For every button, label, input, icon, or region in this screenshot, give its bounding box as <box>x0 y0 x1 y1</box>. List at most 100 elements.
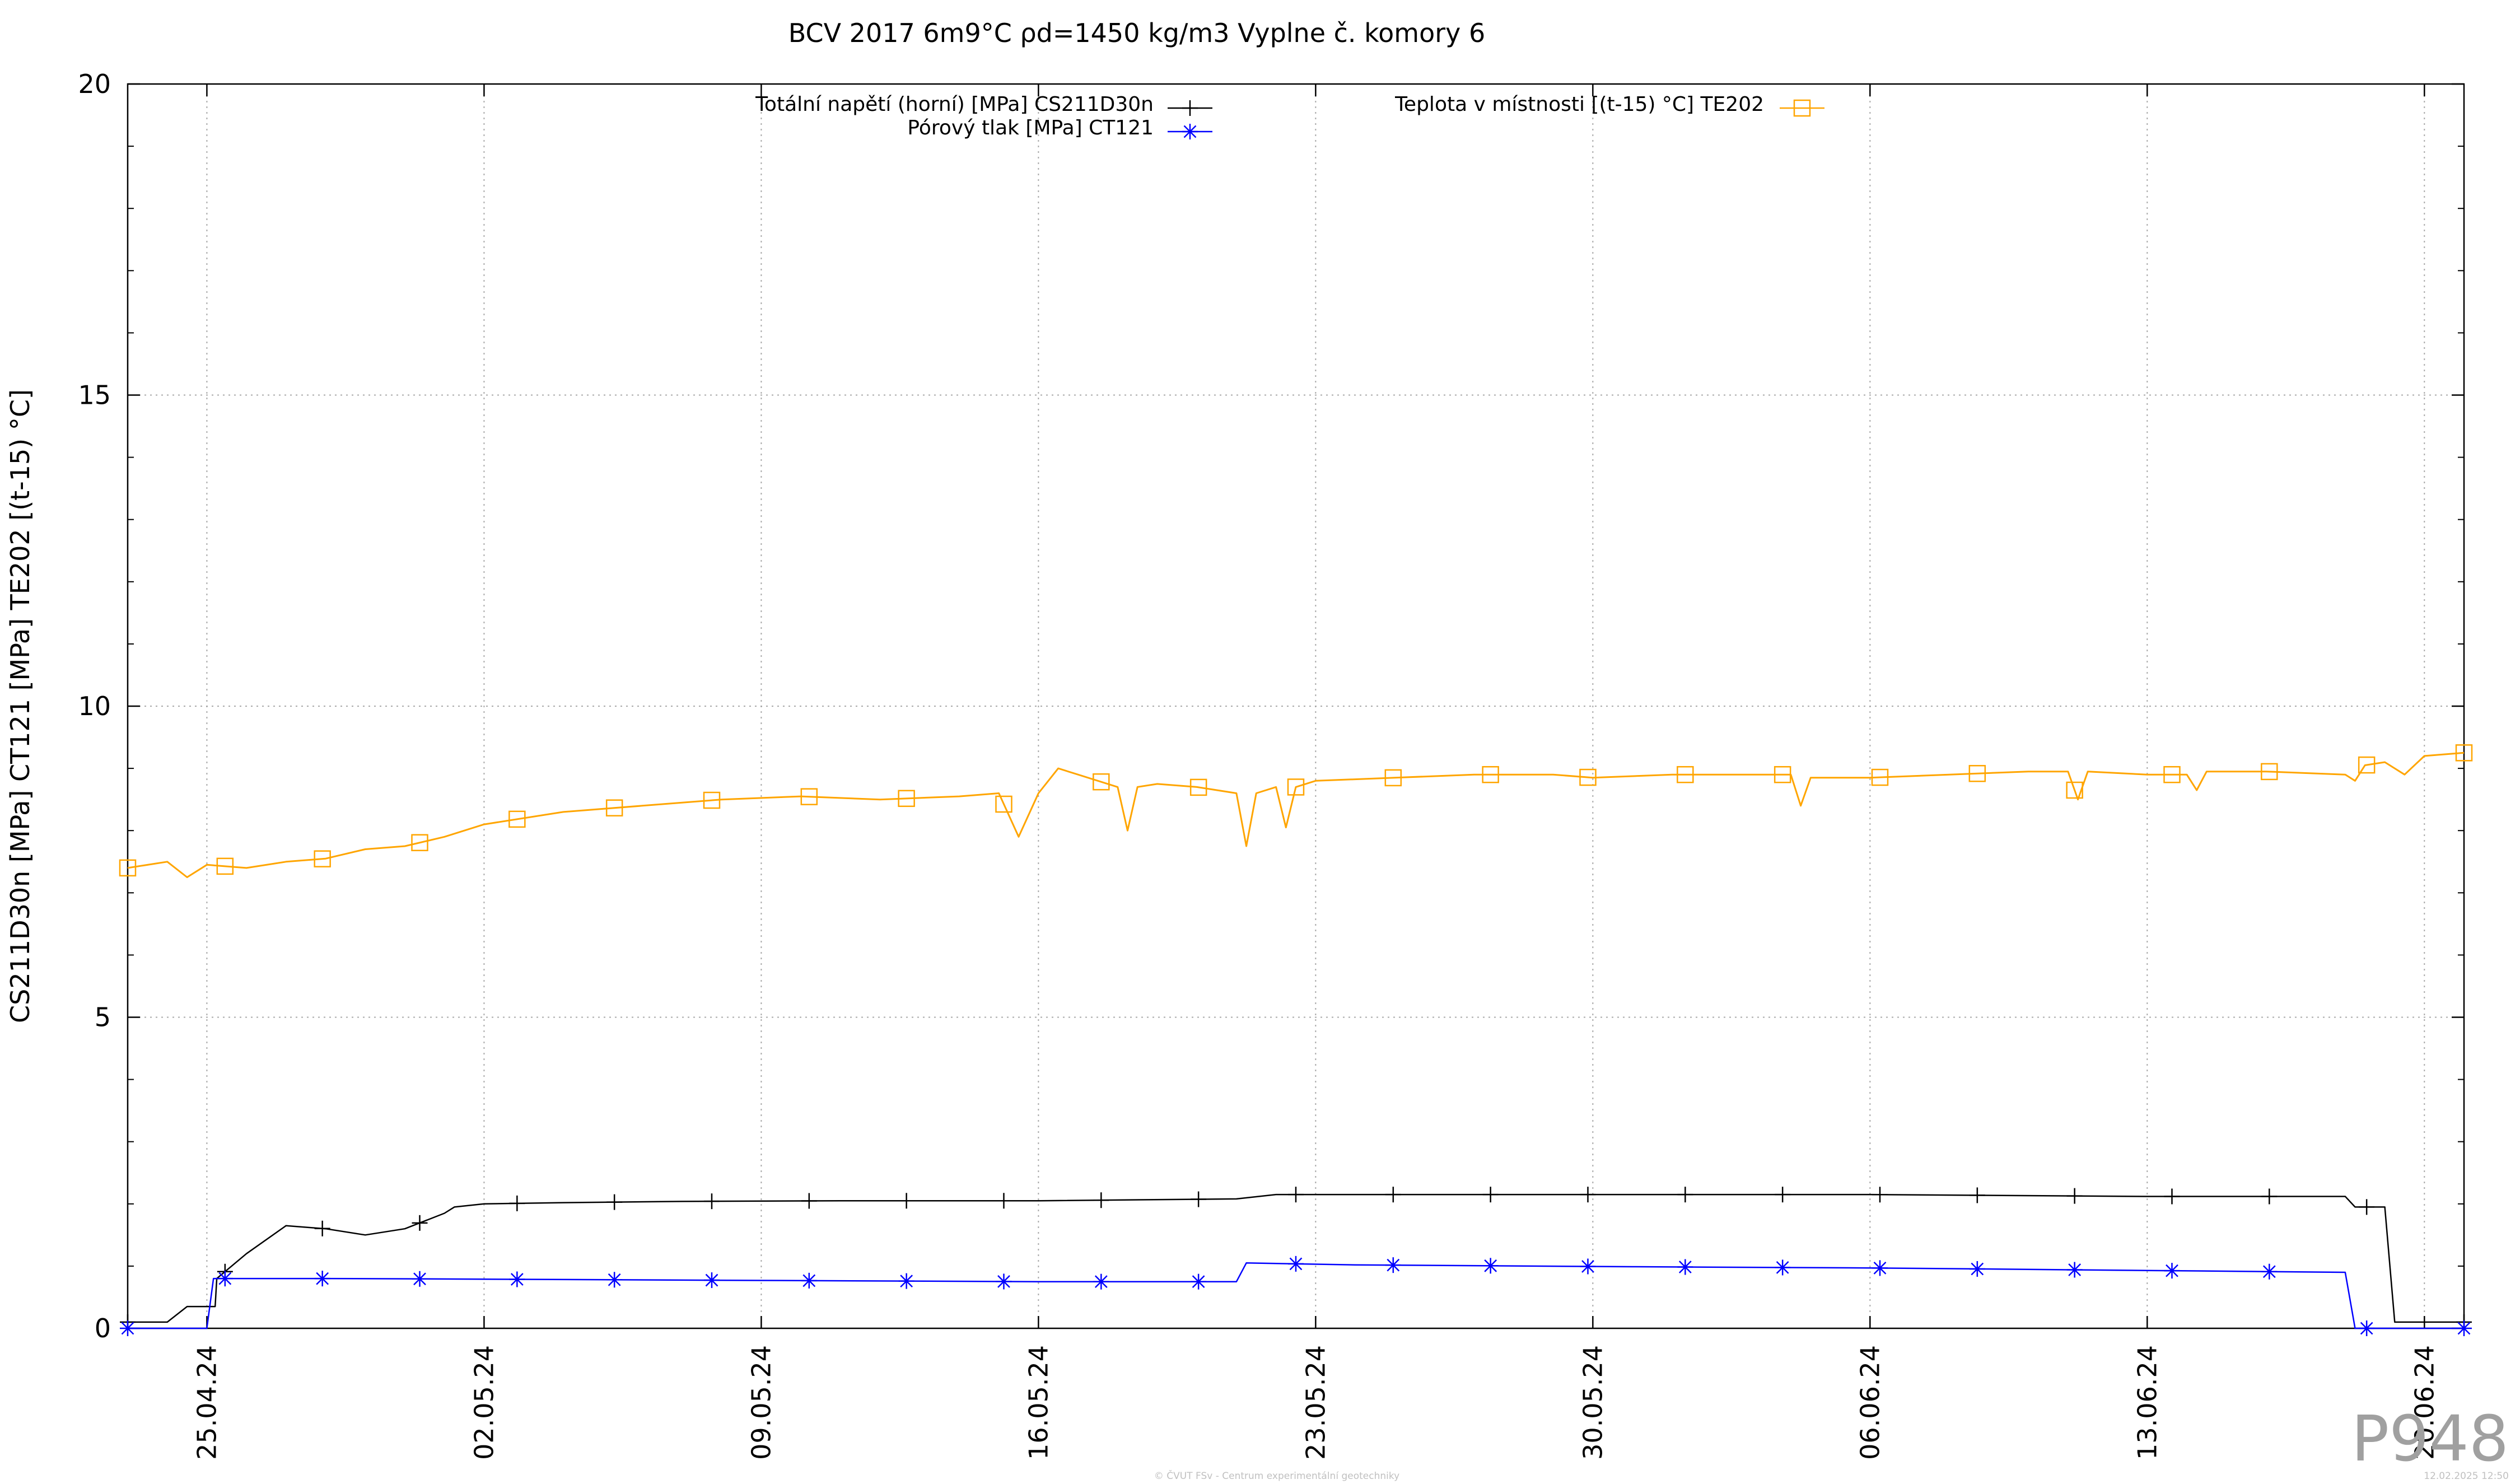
x-tick-label: 16.05.24 <box>1023 1345 1053 1460</box>
series-marker-2 <box>1384 769 1402 787</box>
series-line-2 <box>127 752 2465 878</box>
series-marker-0 <box>2164 1188 2180 1205</box>
series-marker-2 <box>2455 744 2473 762</box>
series-marker-2 <box>2358 756 2376 774</box>
series-marker-2 <box>119 859 137 877</box>
series-marker-2 <box>1871 768 1889 786</box>
series-marker-0 <box>412 1215 428 1231</box>
series-marker-1 <box>2164 1263 2180 1279</box>
series-marker-1 <box>2066 1262 2083 1278</box>
footer-timestamp: 12.02.2025 12:50 <box>2424 1471 2509 1482</box>
series-marker-1 <box>1093 1273 1109 1290</box>
series-marker-0 <box>1775 1187 1791 1203</box>
series-marker-0 <box>1969 1187 1985 1203</box>
series-marker-1 <box>2456 1320 2472 1336</box>
series-marker-0 <box>1288 1187 1304 1203</box>
series-marker-1 <box>1580 1258 1596 1275</box>
series-marker-2 <box>2261 763 2278 781</box>
series-marker-2 <box>995 795 1012 813</box>
series-marker-0 <box>314 1220 330 1236</box>
x-tick-label: 20.06.24 <box>2409 1345 2439 1460</box>
series-marker-1 <box>217 1271 233 1287</box>
series-marker-2 <box>800 788 818 805</box>
series-line-0 <box>128 1193 2464 1323</box>
series-marker-0 <box>1093 1192 1109 1208</box>
footer-credit: © ČVUT FSv - Centrum experimentální geot… <box>1154 1469 1399 1482</box>
series-marker-1 <box>1775 1259 1791 1276</box>
series-lines <box>127 752 2465 1329</box>
series-marker-1 <box>801 1272 817 1289</box>
series-marker-1 <box>898 1273 914 1289</box>
series-marker-2 <box>314 850 331 867</box>
x-tick-label: 25.04.24 <box>192 1345 222 1460</box>
legend-label-0: Totální napětí (horní) [MPa] CS211D30n <box>755 93 1154 116</box>
series-marker-2 <box>216 857 234 875</box>
x-tick-label: 09.05.24 <box>746 1345 776 1460</box>
series-marker-0 <box>801 1193 817 1209</box>
series-marker-0 <box>1191 1191 1207 1207</box>
series-marker-0 <box>1482 1187 1499 1203</box>
series-marker-1 <box>1191 1273 1207 1290</box>
series-marker-2 <box>411 834 428 851</box>
series-marker-1 <box>509 1271 525 1287</box>
series-marker-0 <box>1385 1187 1401 1203</box>
series-marker-0 <box>1872 1187 1888 1203</box>
series-marker-1 <box>996 1273 1012 1290</box>
x-tick-label: 30.05.24 <box>1578 1345 1608 1460</box>
series-marker-2 <box>1968 764 1986 782</box>
series-marker-1 <box>606 1272 623 1288</box>
series-marker-2 <box>1677 766 1694 783</box>
x-tick-label: 06.06.24 <box>1855 1345 1885 1460</box>
x-tick-label: 02.05.24 <box>469 1345 499 1460</box>
legend-label-2: Teplota v místnosti [(t-15) °C] TE202 <box>1394 93 1764 116</box>
x-tick-label: 23.05.24 <box>1300 1345 1331 1460</box>
chart-title: BCV 2017 6m9°C ρd=1450 kg/m3 Vyplne č. k… <box>788 18 1486 48</box>
y-tick-label: 5 <box>95 1002 111 1033</box>
x-tick-label: 13.06.24 <box>2132 1345 2162 1460</box>
series-marker-2 <box>2163 766 2181 783</box>
series-marker-2 <box>1579 768 1597 786</box>
series-marker-0 <box>898 1193 914 1209</box>
series-marker-0 <box>509 1195 525 1211</box>
series-markers <box>119 99 2473 1336</box>
x-tick-labels: 25.04.24 02.05.24 09.05.24 16.05.24 23.05.24… <box>192 1345 2439 1460</box>
legend: Totální napětí (horní) [MPa] CS211D30nPó… <box>755 93 1824 139</box>
series-marker-0 <box>1677 1187 1693 1203</box>
series-marker-2 <box>1189 778 1207 796</box>
watermark: P948 <box>2351 1403 2509 1476</box>
y-axis-label: CS211D30n [MPa] CT121 [MPa] TE202 [(t-15… <box>5 389 35 1023</box>
series-marker-2 <box>508 810 526 828</box>
series-marker-2 <box>1774 766 1791 783</box>
series-marker-1 <box>2261 1263 2278 1280</box>
legend-label-1: Pórový tlak [MPa] CT121 <box>907 116 1154 139</box>
series-marker-0 <box>2261 1188 2278 1205</box>
y-tick-labels: 0 5 10 15 20 <box>78 69 111 1343</box>
series-marker-2 <box>2066 781 2083 799</box>
series-marker-0 <box>996 1193 1012 1209</box>
grid <box>128 84 2464 1328</box>
series-marker-0 <box>2359 1199 2375 1215</box>
series-marker-1 <box>2359 1320 2375 1336</box>
series-line-1 <box>128 1262 2464 1329</box>
series-marker-1 <box>412 1271 428 1287</box>
series-marker-0 <box>1580 1187 1596 1203</box>
series-marker-1 <box>120 1320 136 1336</box>
y-tick-label: 10 <box>78 691 111 721</box>
series-marker-0 <box>704 1193 720 1210</box>
y-tick-label: 15 <box>78 380 111 410</box>
series-marker-1 <box>1288 1256 1304 1272</box>
y-tick-label: 20 <box>78 69 111 99</box>
series-marker-1 <box>1385 1257 1401 1273</box>
series-marker-1 <box>1872 1260 1888 1276</box>
series-marker-2 <box>1287 778 1305 796</box>
y-tick-label: 0 <box>95 1313 111 1343</box>
series-marker-0 <box>2066 1188 2083 1204</box>
series-marker-1 <box>704 1272 720 1289</box>
series-marker-1 <box>1482 1258 1499 1274</box>
series-marker-2 <box>1093 773 1110 791</box>
series-marker-2 <box>703 791 721 809</box>
series-marker-2 <box>898 790 915 808</box>
series-marker-2 <box>1482 766 1499 783</box>
